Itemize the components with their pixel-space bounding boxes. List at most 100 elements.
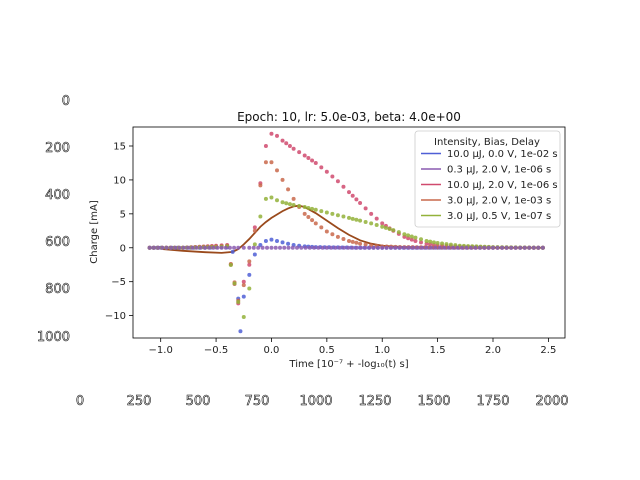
data-point	[256, 245, 261, 250]
data-point	[156, 245, 161, 250]
data-point	[380, 245, 385, 250]
data-point	[406, 245, 411, 250]
data-point	[286, 245, 291, 250]
data-point	[291, 146, 296, 151]
data-point	[536, 245, 541, 250]
outer-x-tick: 1000	[299, 394, 332, 409]
legend: Intensity, Bias, Delay 10.0 μJ, 0.0 V, 1…	[414, 130, 561, 228]
data-point	[230, 249, 235, 254]
fit-curve-layer	[162, 204, 543, 254]
data-point	[247, 245, 252, 250]
y-tick-label: −5	[111, 277, 126, 288]
data-point	[275, 168, 279, 173]
data-point	[319, 225, 324, 230]
x-axis-ticks: −1.0 −0.5 0.0 0.5 1.0 1.5 2.0 2.5	[149, 338, 556, 356]
data-point	[435, 241, 440, 246]
data-point	[306, 155, 311, 160]
data-point	[358, 218, 363, 223]
y-tick-label: 10	[113, 175, 126, 186]
data-point	[303, 245, 308, 250]
data-point	[168, 245, 173, 250]
data-point	[252, 252, 257, 257]
data-point	[354, 197, 359, 202]
data-point	[258, 243, 263, 248]
data-point	[358, 200, 363, 205]
data-point	[306, 205, 311, 210]
outer-x-tick: 2000	[535, 394, 568, 409]
y-axis-label: Charge [mA]	[89, 200, 100, 264]
data-point	[459, 245, 464, 250]
data-point	[280, 240, 285, 245]
y-tick-label: 15	[113, 141, 126, 152]
data-point	[384, 245, 389, 250]
data-point	[319, 209, 324, 214]
data-point	[316, 245, 321, 250]
data-point	[247, 259, 252, 264]
data-point	[374, 216, 379, 221]
data-point	[406, 236, 411, 241]
chart-title: Epoch: 10, lr: 5.0e-03, beta: 4.0e+00	[237, 110, 461, 124]
data-point	[437, 245, 442, 250]
data-point	[228, 262, 233, 267]
x-tick-label: 1.0	[374, 345, 390, 356]
data-point	[358, 241, 363, 246]
data-point	[527, 245, 532, 250]
data-point	[269, 131, 274, 136]
data-point	[482, 245, 487, 250]
data-point	[277, 245, 282, 250]
data-point	[369, 221, 374, 226]
data-point	[358, 245, 363, 250]
data-point	[402, 245, 407, 250]
data-point	[302, 205, 307, 210]
data-point	[335, 234, 340, 239]
outer-x-axis: 0 250 500 750 1000 1250 1500 1750 2000	[76, 394, 569, 410]
data-point	[350, 193, 355, 198]
data-point	[409, 237, 414, 242]
data-point	[341, 236, 346, 241]
y-tick-label: 0	[120, 243, 126, 254]
data-point	[531, 245, 536, 250]
data-point	[313, 160, 318, 165]
outer-x-tick: 1250	[358, 394, 391, 409]
data-point	[252, 225, 257, 230]
data-point	[247, 286, 252, 291]
data-point	[275, 133, 279, 138]
data-point	[287, 143, 292, 148]
data-point	[291, 203, 296, 208]
series-group	[147, 245, 545, 250]
outer-y-tick: 1000	[37, 330, 70, 345]
data-point	[280, 200, 285, 205]
outer-x-tick: 0	[76, 394, 84, 409]
data-point	[419, 237, 423, 242]
outer-x-tick: 1500	[417, 394, 450, 409]
data-point	[319, 165, 324, 170]
data-point	[341, 184, 346, 189]
data-point	[347, 238, 351, 243]
legend-box	[414, 130, 561, 228]
data-point	[203, 245, 207, 250]
data-point	[513, 245, 518, 250]
data-point	[440, 241, 445, 246]
data-point	[310, 218, 315, 223]
scatter-points-layer	[147, 131, 545, 334]
data-point	[397, 245, 402, 250]
data-point	[330, 174, 335, 179]
data-point	[269, 245, 274, 250]
outer-y-tick: 800	[45, 282, 70, 297]
data-point	[396, 230, 401, 235]
data-point	[419, 240, 423, 245]
data-point	[491, 245, 495, 250]
data-point	[504, 245, 509, 250]
data-point	[238, 329, 243, 334]
data-point	[147, 245, 152, 250]
data-point	[251, 245, 256, 250]
data-point	[247, 272, 252, 277]
data-point	[367, 245, 372, 250]
data-point	[284, 201, 289, 206]
data-point	[236, 300, 241, 305]
data-point	[375, 245, 380, 250]
data-point	[164, 245, 169, 250]
data-point	[473, 245, 478, 250]
data-point	[335, 179, 340, 184]
data-point	[363, 206, 368, 211]
